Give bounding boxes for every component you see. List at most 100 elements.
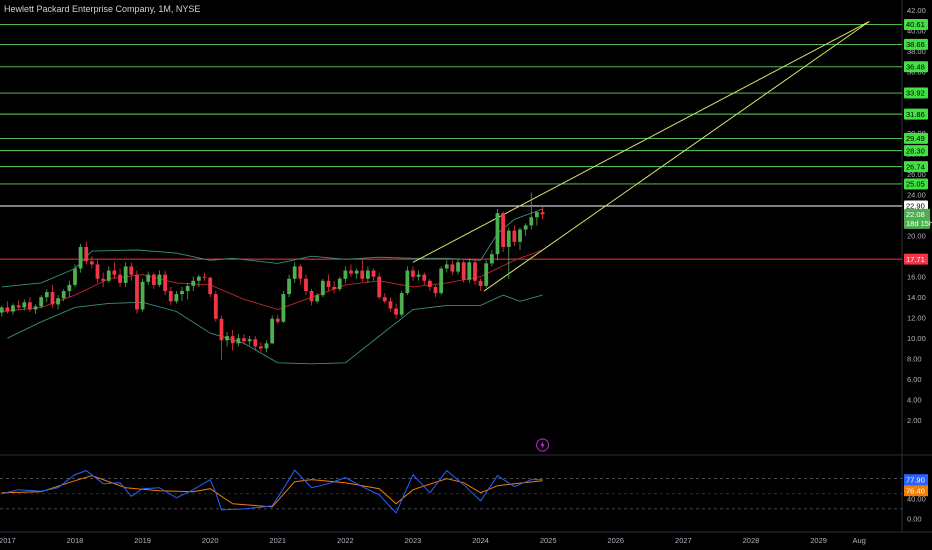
candle-body <box>304 278 308 292</box>
candle-body <box>106 270 111 281</box>
candle-body <box>501 213 505 247</box>
rsi-axis-label: 40.00 <box>907 494 926 503</box>
price-level-tag-bg <box>904 145 928 157</box>
last-price-tag-bg <box>904 208 930 229</box>
candle-body <box>253 339 258 347</box>
candle-body <box>371 270 376 277</box>
last-price-tag: 22.08 <box>906 210 925 219</box>
price-axis-label: 4.00 <box>907 395 922 404</box>
candle-body <box>236 338 241 344</box>
candle-body <box>343 270 348 279</box>
time-axis-label: 2026 <box>607 536 624 545</box>
candle-body <box>16 305 21 308</box>
price-axis-label: 14.00 <box>907 293 926 302</box>
bollinger-lower <box>7 294 543 365</box>
rsi-value-tag: 77.90 <box>906 475 925 484</box>
support-price-tag-bg <box>904 253 928 265</box>
candle-body <box>208 277 213 295</box>
reference-price-tag-bg <box>904 200 928 212</box>
candle-body <box>213 294 218 319</box>
candle-body <box>461 262 466 280</box>
candle-body <box>360 270 365 279</box>
earnings-event-icon <box>535 438 550 452</box>
price-level-tag-bg <box>904 18 928 30</box>
trend-line <box>412 21 870 263</box>
candle-body <box>394 308 398 315</box>
candle-body <box>5 307 10 312</box>
candle-body <box>473 262 477 281</box>
candle-body <box>78 246 83 269</box>
candle-body <box>281 294 286 322</box>
candle-body <box>225 336 229 341</box>
candle-body <box>478 280 483 286</box>
candle-body <box>185 285 190 292</box>
candle-body <box>95 264 100 279</box>
candle-body <box>433 286 438 294</box>
candle-body <box>168 291 173 302</box>
candle-body <box>484 263 489 286</box>
candle-body <box>444 264 449 269</box>
rsi-line <box>1 469 543 514</box>
price-level-tag: 38.66 <box>906 40 925 49</box>
candle-body <box>112 270 117 275</box>
candle-body <box>427 280 432 287</box>
price-level-tag-bg <box>904 38 928 50</box>
rsi-axis-label: 0.00 <box>907 515 922 524</box>
price-axis-label: 24.00 <box>907 190 926 199</box>
time-axis-label: 2024 <box>472 536 489 545</box>
candle-body <box>287 278 291 295</box>
time-axis-label: 2025 <box>540 536 557 545</box>
candle-body <box>337 278 342 289</box>
price-axis-label: 8.00 <box>907 354 922 363</box>
candle-body <box>11 305 15 312</box>
candle-body <box>518 229 522 242</box>
candle-body <box>399 293 404 315</box>
candle-body <box>377 276 382 298</box>
candle-body <box>512 230 517 242</box>
price-axis-label: 16.00 <box>907 272 926 281</box>
candle-body <box>157 274 162 285</box>
candle-body <box>84 246 89 262</box>
candle-body <box>174 294 179 302</box>
candle-body <box>349 270 353 274</box>
price-level-tag-bg <box>904 61 928 73</box>
trend-line <box>483 21 870 292</box>
candle-body <box>61 291 66 299</box>
candle-body <box>33 306 38 310</box>
candle-body <box>439 268 444 294</box>
time-axis-label: 2019 <box>134 536 151 545</box>
candle-body <box>506 230 511 247</box>
candle-body <box>118 274 122 283</box>
price-axis-label: 10.00 <box>907 334 926 343</box>
candle-body <box>326 280 331 287</box>
candle-body <box>123 266 128 283</box>
candle-body <box>163 274 167 292</box>
candle-body <box>151 274 156 285</box>
price-axis-label: 2.00 <box>907 416 922 425</box>
price-axis-label: 6.00 <box>907 375 922 384</box>
candle-body <box>354 270 359 274</box>
time-axis-label: 2018 <box>67 536 84 545</box>
candle-body <box>196 276 201 281</box>
time-axis-label: 2021 <box>269 536 286 545</box>
candle-body <box>202 276 207 278</box>
price-level-tag: 40.61 <box>906 20 925 29</box>
candle-body <box>382 297 387 302</box>
price-axis-label: 20.00 <box>907 231 926 240</box>
candle-body <box>191 280 196 286</box>
candle-body <box>22 302 27 308</box>
candle-body <box>44 292 49 298</box>
candle-body <box>416 274 421 277</box>
price-level-tag: 26.74 <box>906 162 925 171</box>
candle-body <box>298 266 303 279</box>
price-axis-label: 42.00 <box>907 6 926 15</box>
countdown-tag: 18d 15h <box>906 219 932 228</box>
candle-body <box>523 225 528 230</box>
rsi-ma-tag: 76.40 <box>906 486 925 495</box>
candle-body <box>275 318 280 322</box>
price-axis-label: 26.00 <box>907 170 926 179</box>
price-level-tag: 31.86 <box>906 110 925 119</box>
price-level-tag-bg <box>904 108 928 120</box>
candle-body <box>219 318 224 341</box>
